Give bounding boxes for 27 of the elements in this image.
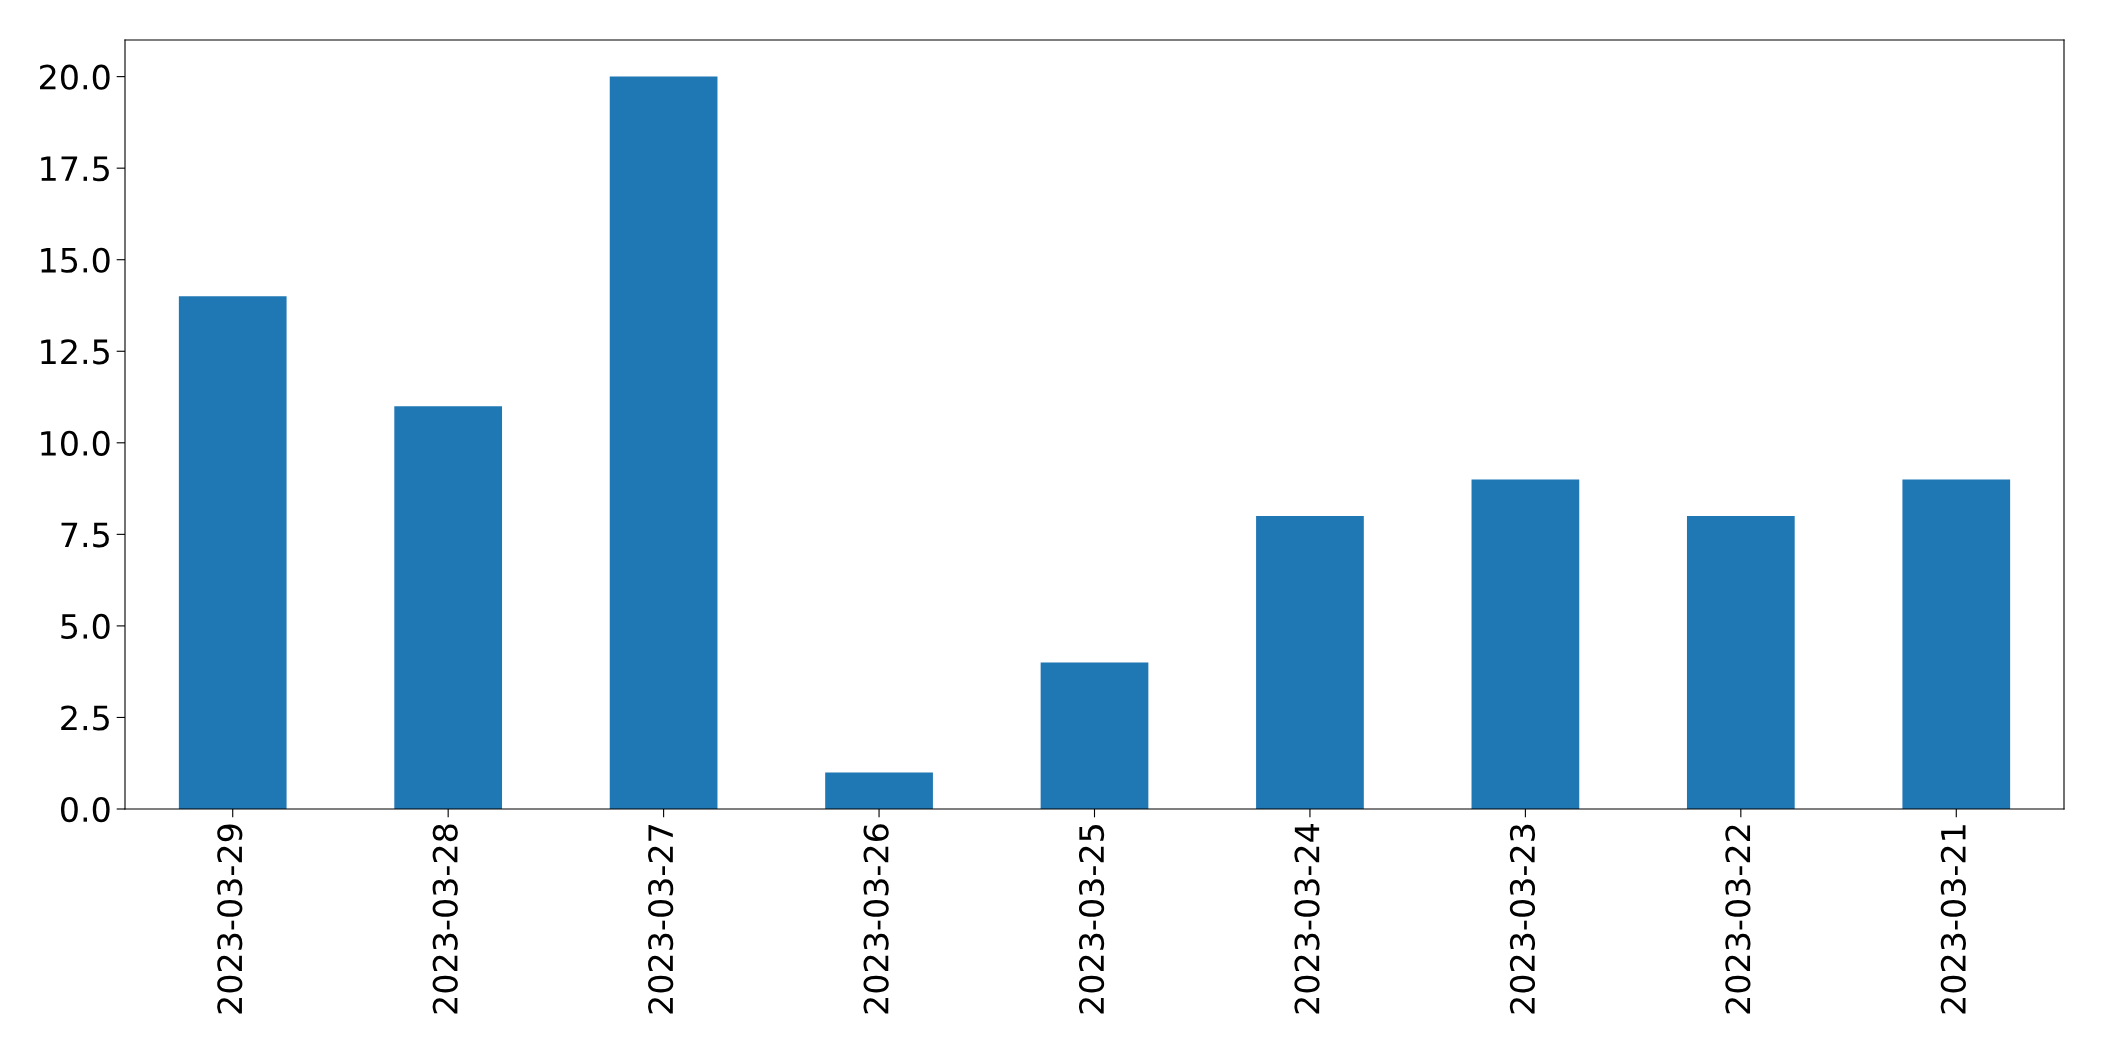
y-tick-label: 17.5: [41, 156, 109, 182]
y-tick-label: 12.5: [41, 339, 109, 365]
x-tick-label: 2023-03-22: [1725, 825, 1751, 1014]
x-tick-label: 2023-03-29: [217, 824, 243, 1014]
bar: [1040, 662, 1149, 809]
x-tick-label: 2023-03-23: [1509, 824, 1536, 1014]
bar: [1902, 479, 2011, 809]
x-tick-label: 2023-03-26: [863, 824, 889, 1014]
bar: [609, 76, 718, 809]
bar: [394, 406, 503, 809]
x-tick-label: 2023-03-24: [1294, 824, 1320, 1014]
y-tick-label: 15.0: [41, 247, 110, 273]
y-tick-label: 20.0: [40, 64, 110, 90]
x-tick-label: 2023-03-25: [1078, 825, 1105, 1014]
bar: [1686, 516, 1795, 809]
y-tick-label: 0.0: [60, 796, 110, 823]
bar: [1256, 516, 1364, 809]
y-tick-label: 5.0: [61, 613, 110, 640]
x-tick-label: 2023-03-21: [1940, 825, 1966, 1014]
bar: [178, 296, 287, 809]
bar: [1471, 479, 1580, 809]
y-tick-label: 7.5: [61, 522, 109, 548]
x-tick-label: 2023-03-27: [648, 825, 674, 1014]
bar: [825, 772, 933, 809]
y-tick-label: 2.5: [61, 705, 109, 731]
y-tick-label: 10.0: [41, 430, 110, 456]
x-tick-label: 2023-03-28: [432, 824, 458, 1014]
